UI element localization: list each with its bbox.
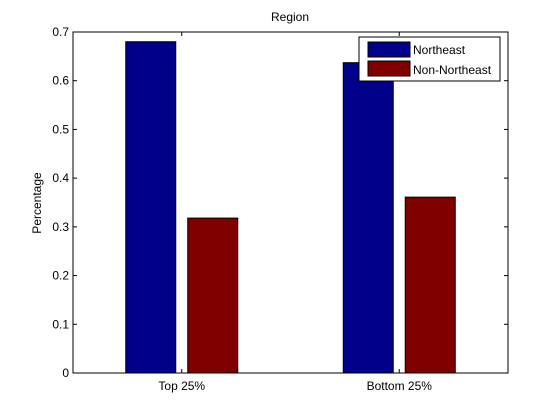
y-tick-label-3: 0.3 [52, 220, 69, 234]
ticks-layer: 0 0.1 0.2 0.3 0.4 0.5 0.6 0.7 Top 25% Bottom 25% [52, 25, 508, 393]
bars-layer [125, 41, 456, 374]
legend-label-northeast: Northeast [413, 43, 466, 57]
y-tick-label-7: 0.7 [52, 25, 69, 39]
legend: Northeast Non-Northeast [358, 36, 501, 82]
plot-frame [72, 31, 509, 374]
x-tick-label-bottom-25: Bottom 25% [367, 379, 433, 393]
legend-swatch-northeast [367, 41, 411, 58]
legend-label-non-northeast: Non-Northeast [413, 63, 492, 77]
y-tick-label-1: 0.1 [52, 317, 69, 331]
y-tick-label-5: 0.5 [52, 122, 69, 136]
chart-title: Region [271, 10, 309, 24]
bar-northeast-top-25 [125, 41, 177, 374]
y-tick-label-4: 0.4 [52, 171, 69, 185]
y-tick-label-6: 0.6 [52, 74, 69, 88]
x-tick-label-top-25: Top 25% [158, 379, 205, 393]
bar-northeast-bottom-25 [342, 62, 394, 374]
y-axis-label: Percentage [30, 172, 44, 234]
y-tick-label-2: 0.2 [52, 269, 69, 283]
bar-non-northeast-top-25 [187, 217, 239, 374]
legend-swatch-non-northeast [367, 60, 411, 77]
bar-non-northeast-bottom-25 [404, 196, 456, 374]
y-tick-label-0: 0 [62, 366, 69, 380]
